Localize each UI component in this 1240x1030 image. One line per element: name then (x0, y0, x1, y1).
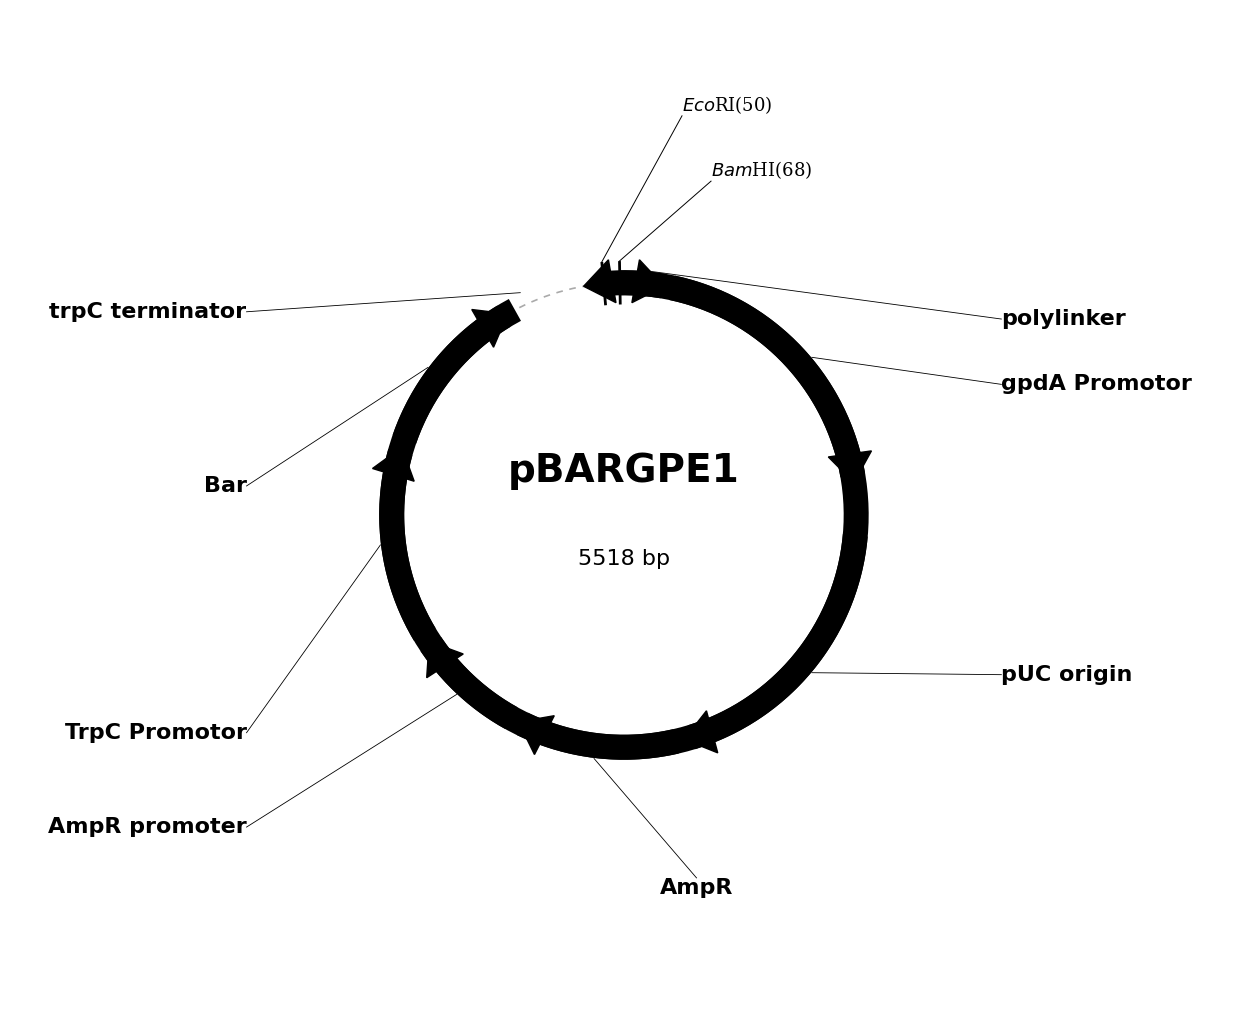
Polygon shape (427, 642, 464, 678)
Text: gpdA Promotor: gpdA Promotor (1002, 374, 1192, 394)
Text: trpC terminator: trpC terminator (50, 302, 247, 321)
Polygon shape (372, 447, 414, 481)
Polygon shape (828, 451, 872, 483)
Text: $\it{Eco}$RI(50): $\it{Eco}$RI(50) (682, 94, 773, 115)
Text: pBARGPE1: pBARGPE1 (508, 452, 740, 490)
Text: AmpR promoter: AmpR promoter (48, 817, 247, 837)
Text: $\it{Bam}$HI(68): $\it{Bam}$HI(68) (711, 160, 812, 181)
Polygon shape (471, 310, 508, 347)
Text: Bar: Bar (203, 476, 247, 496)
Polygon shape (584, 260, 616, 303)
Polygon shape (684, 711, 718, 753)
Text: AmpR: AmpR (660, 878, 733, 898)
Polygon shape (518, 716, 554, 755)
Text: polylinker: polylinker (1002, 309, 1126, 329)
Text: TrpC Promotor: TrpC Promotor (64, 723, 247, 743)
Text: pUC origin: pUC origin (1002, 664, 1132, 685)
Polygon shape (632, 260, 665, 303)
Text: 5518 bp: 5518 bp (578, 549, 670, 569)
